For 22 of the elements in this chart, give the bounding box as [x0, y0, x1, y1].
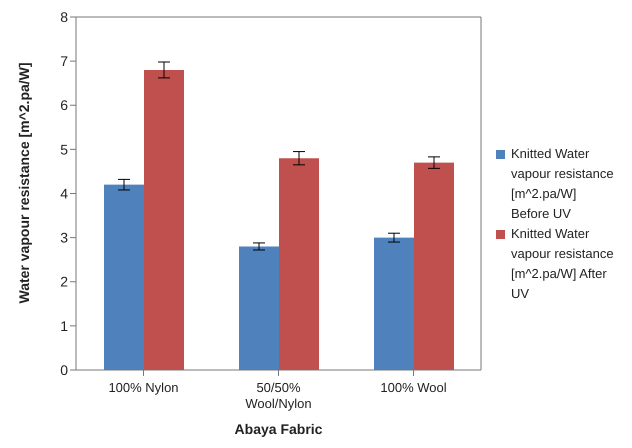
bar [144, 70, 184, 370]
x-axis-title: Abaya Fabric [234, 421, 323, 437]
legend-label: Knitted Water vapour resistance [m^2.pa/W] After UV [511, 225, 615, 303]
y-tick-label: 8 [60, 8, 68, 25]
y-tick-label: 1 [60, 318, 68, 334]
x-tick-label: 50/50% Wool/Nylon [245, 380, 312, 411]
y-tick-label: 3 [60, 230, 68, 246]
y-tick-label: 0 [60, 362, 68, 378]
bar [414, 162, 454, 370]
y-tick-label: 2 [60, 274, 68, 290]
x-tick-label: 100% Nylon [108, 380, 179, 395]
bar [104, 184, 144, 370]
y-tick-label: 7 [60, 53, 68, 70]
y-tick-label: 5 [60, 141, 68, 158]
bar [239, 246, 279, 370]
legend-label: Knitted Water vapour resistance [m^2.pa/W] Before UV [511, 145, 615, 223]
y-tick-label: 6 [60, 97, 68, 114]
bar [279, 158, 319, 370]
y-tick-label: 4 [60, 185, 68, 202]
bar [374, 238, 414, 370]
y-axis-title: Water vapour resistance [m^2.pa/W] [16, 62, 32, 304]
x-tick-label: 100% Wool [380, 380, 447, 395]
